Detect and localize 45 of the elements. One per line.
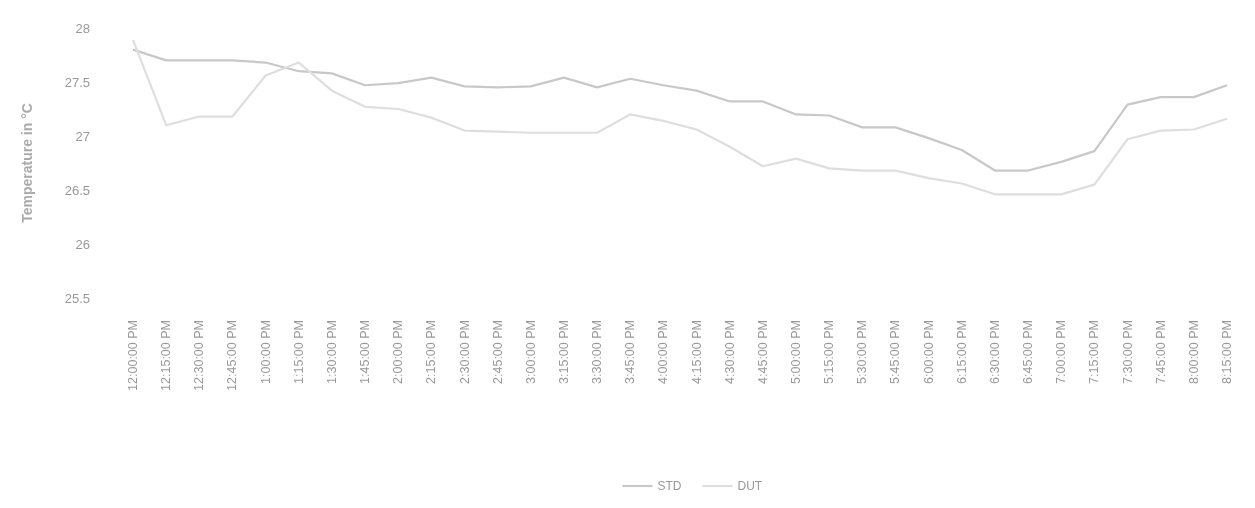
x-tick-label: 3:00:00 PM: [523, 320, 538, 384]
y-tick-label: 27: [75, 128, 90, 144]
y-axis-title: Temperature in °C: [19, 103, 35, 223]
x-tick-label: 2:00:00 PM: [391, 320, 406, 384]
x-tick-label: 6:45:00 PM: [1021, 320, 1036, 384]
legend-label: STD: [657, 479, 682, 494]
x-tick-label: 3:30:00 PM: [590, 320, 605, 384]
x-tick-label: 12:45:00 PM: [225, 320, 240, 391]
x-tick-label: 1:15:00 PM: [291, 320, 306, 384]
line-series: [131, 38, 1229, 196]
x-tick-label: 3:45:00 PM: [623, 320, 638, 384]
x-tick-label: 7:30:00 PM: [1120, 320, 1135, 384]
y-tick-label: 28: [75, 20, 90, 36]
x-tick-label: 5:30:00 PM: [855, 320, 870, 384]
y-tick-label: 25.5: [64, 290, 90, 306]
y-tick-label: 26.5: [64, 182, 90, 198]
x-tick-label: 2:30:00 PM: [457, 320, 472, 384]
x-tick-label: 7:45:00 PM: [1153, 320, 1168, 384]
x-tick-label: 5:00:00 PM: [789, 320, 804, 384]
x-tick-label: 1:45:00 PM: [358, 320, 373, 384]
x-tick-label: 6:00:00 PM: [921, 320, 936, 384]
line-series: [131, 48, 1229, 172]
x-tick-label: 2:15:00 PM: [424, 320, 439, 384]
x-tick-label: 12:00:00 PM: [126, 320, 140, 391]
x-tick-label: 4:00:00 PM: [656, 320, 671, 384]
x-tick-label: 12:30:00 PM: [192, 320, 207, 391]
x-tick-label: 7:00:00 PM: [1054, 320, 1069, 384]
x-tick-label: 5:15:00 PM: [822, 320, 837, 384]
x-tick-label: 7:15:00 PM: [1087, 320, 1102, 384]
y-tick-label: 27.5: [64, 74, 90, 90]
x-tick-label: 4:45:00 PM: [755, 320, 770, 384]
x-tick-label: 4:15:00 PM: [689, 320, 704, 384]
x-tick-label: 8:00:00 PM: [1186, 320, 1201, 384]
x-tick-label: 1:30:00 PM: [324, 320, 339, 384]
x-tick-label: 12:15:00 PM: [159, 320, 174, 391]
x-tick-label: 6:30:00 PM: [987, 320, 1002, 384]
x-tick-label: 3:15:00 PM: [556, 320, 571, 384]
x-tick-label: 5:45:00 PM: [888, 320, 903, 384]
y-tick-label: 26: [75, 236, 90, 252]
x-tick-label: 8:15:00 PM: [1220, 320, 1234, 384]
x-tick-label: 1:00:00 PM: [258, 320, 273, 384]
x-tick-label: 4:30:00 PM: [722, 320, 737, 384]
legend-label: DUT: [737, 479, 763, 494]
x-tick-label: 2:45:00 PM: [490, 320, 505, 384]
x-tick-label: 6:15:00 PM: [954, 320, 969, 384]
